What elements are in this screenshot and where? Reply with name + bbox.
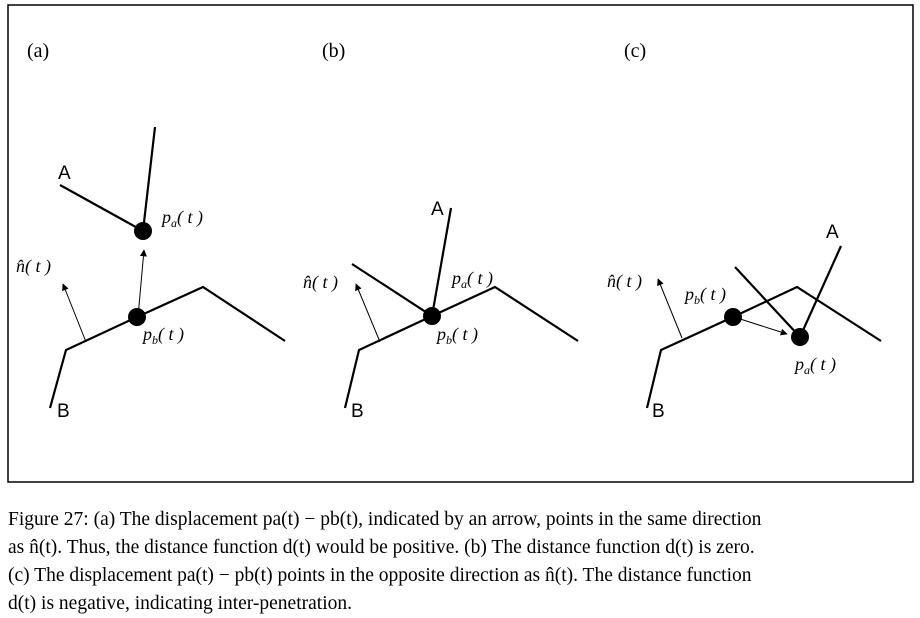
point-b-label: pb( t )	[435, 324, 478, 347]
point-b-dot	[724, 308, 742, 326]
normal-arrow	[657, 278, 683, 339]
figure-diagram: (a) A B n̂( t ) pa( t ) pb( t ) (b) A B	[7, 4, 914, 483]
svg-text:pa( t ): pa( t )	[160, 207, 203, 230]
panel-c-label: (c)	[624, 40, 646, 62]
svg-text:pa( t ): pa( t )	[450, 268, 493, 291]
curve-a-label: A	[58, 163, 71, 184]
normal-label: n̂( t )	[303, 272, 338, 293]
svg-text:n̂( t ): n̂( t )	[303, 272, 338, 293]
point-a-label: pa( t )	[793, 354, 836, 377]
caption-line: d(t) is negative, indicating inter-penet…	[8, 593, 352, 614]
panel-b: (b) A B n̂( t ) pa( t ) pb( t )	[303, 40, 579, 422]
curve-b-line	[343, 285, 579, 409]
normal-label: n̂( t )	[607, 271, 642, 292]
curve-b-label: B	[351, 401, 364, 422]
curve-a-label: A	[431, 199, 444, 220]
point-a-label: pa( t )	[450, 268, 493, 291]
svg-text:n̂( t ): n̂( t )	[16, 256, 51, 277]
point-b-dot	[128, 308, 146, 326]
curve-b-label: B	[652, 401, 665, 422]
point-a-label: pa( t )	[160, 207, 203, 230]
curve-b-line	[48, 285, 286, 409]
svg-text:pb( t ): pb( t )	[435, 324, 478, 347]
caption-line: as n̂(t). Thus, the distance function d(…	[8, 537, 755, 558]
point-ab-dot	[423, 307, 441, 325]
normal-label: n̂( t )	[16, 256, 51, 277]
point-b-label: pb( t )	[141, 324, 184, 347]
svg-text:n̂( t ): n̂( t )	[607, 271, 642, 292]
svg-text:pb( t ): pb( t )	[141, 324, 184, 347]
panel-a-label: (a)	[27, 40, 49, 62]
curve-b-line	[645, 285, 882, 409]
caption-line: Figure 27: (a) The displacement pa(t) − …	[8, 509, 762, 530]
svg-text:pa( t ): pa( t )	[793, 354, 836, 377]
point-b-label: pb( t )	[683, 284, 726, 307]
panel-a: (a) A B n̂( t ) pa( t ) pb( t )	[16, 40, 286, 422]
curve-a-line	[59, 126, 157, 233]
svg-text:pb( t ): pb( t )	[683, 284, 726, 307]
curve-a-label: A	[826, 222, 839, 243]
figure-frame	[7, 4, 914, 483]
normal-arrow	[355, 283, 381, 343]
caption-line: (c) The displacement pa(t) − pb(t) point…	[8, 565, 752, 586]
point-a-dot	[134, 222, 152, 240]
panel-c: (c) A B n̂( t ) pb( t ) pa( t )	[607, 40, 882, 422]
displacement-arrow	[137, 249, 147, 318]
curve-a-line	[351, 207, 453, 318]
normal-arrow	[62, 283, 87, 343]
panel-b-label: (b)	[322, 40, 345, 62]
point-a-dot	[791, 328, 809, 346]
displacement-arrow	[733, 316, 788, 336]
figure-caption: Figure 27: (a) The displacement pa(t) − …	[8, 506, 914, 618]
curve-b-label: B	[57, 401, 70, 422]
